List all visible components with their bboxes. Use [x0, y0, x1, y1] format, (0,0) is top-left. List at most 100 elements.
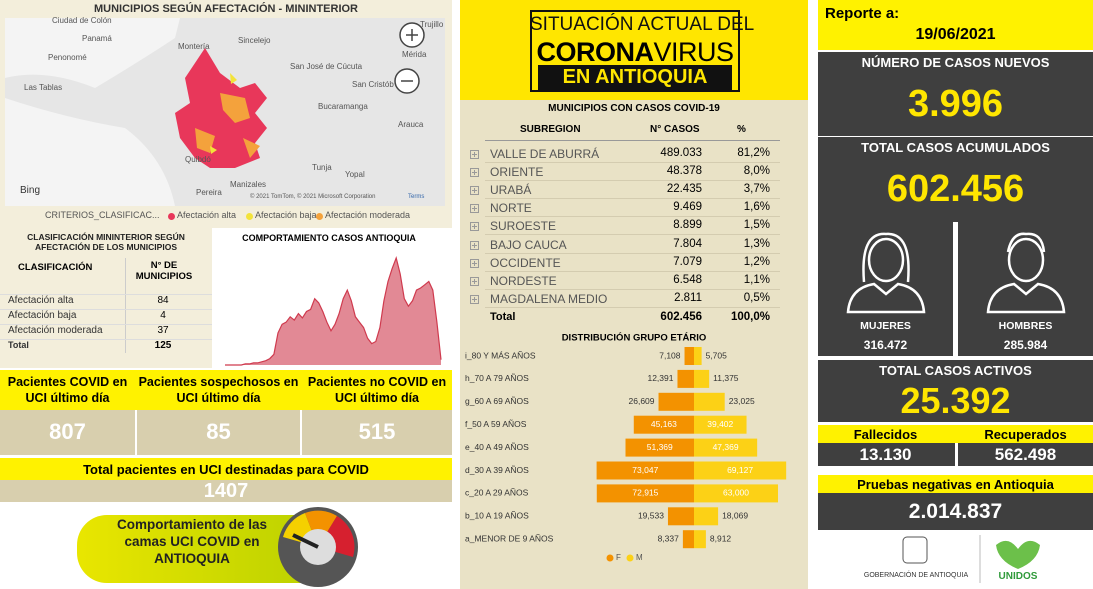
expand-button[interactable]: [470, 168, 479, 178]
report-label: Reporte a:: [825, 5, 900, 22]
gauge-seg: [305, 510, 337, 547]
banner-bg: [77, 515, 337, 583]
gender-value: 316.472: [863, 338, 908, 352]
bar: [694, 507, 719, 526]
table-cell: 37: [157, 325, 169, 336]
banner-text: Comportamiento de las: [117, 517, 267, 532]
place-label: Tunja: [312, 163, 332, 172]
uci-sep: [135, 410, 137, 455]
legend-dot: [246, 213, 253, 220]
pct: 1,5%: [743, 219, 770, 232]
bar: [694, 347, 702, 365]
table-cell: Afectación alta: [8, 295, 74, 306]
uci-label: Pacientes no COVID en UCI último día: [307, 375, 447, 405]
uci-total-band: [0, 458, 452, 480]
expand-button[interactable]: [470, 294, 479, 304]
bar: [694, 392, 725, 411]
table-row-line: [0, 309, 212, 310]
place-label: Bucaramanga: [318, 102, 368, 111]
header-line2: CORONAVIRUS: [530, 37, 740, 68]
bar: [694, 415, 747, 434]
table-panel: [0, 228, 212, 368]
outcome-band: [818, 425, 1093, 443]
place-label: Montería: [178, 42, 210, 51]
cases: 489.033: [660, 147, 702, 159]
legend-label: F: [616, 553, 621, 562]
table-row-line: [0, 324, 212, 325]
table-cell: 125: [154, 340, 172, 351]
subregion: NORTE: [490, 201, 532, 216]
icon-body: [846, 282, 926, 314]
uci-total-bg: [0, 480, 452, 502]
pyramid-chart: DISTRIBUCIÓN GRUPO ETÁRIO i_80 Y MÁS AÑOS…: [465, 332, 787, 562]
table-title: MUNICIPIOS CON CASOS COVID-19: [548, 103, 720, 114]
place-label: Trujillo: [420, 20, 444, 29]
row-line: [485, 180, 780, 182]
expand-button[interactable]: [470, 258, 479, 268]
uci-total-value: 1407: [203, 479, 249, 502]
expand-button[interactable]: [470, 222, 479, 232]
report-band: [818, 0, 1093, 50]
bar: [694, 438, 758, 457]
map: [5, 18, 445, 206]
cases: 8.899: [673, 219, 702, 232]
pct: 81,2%: [737, 147, 770, 159]
pct: 1,3%: [743, 237, 770, 250]
bar: [694, 530, 706, 549]
y-tick-label: a_MENOR DE 9 AÑOS: [465, 533, 554, 543]
table-header: N° DE MUNICIPIOS: [135, 260, 193, 282]
uci-banner: Comportamiento de las camas UCI COVID en A…: [77, 507, 358, 587]
value-label: 23,025: [729, 396, 755, 406]
header-line3: EN ANTIOQUIA: [562, 66, 708, 88]
gender-box: [818, 222, 953, 356]
y-tick-label: b_10 A 19 AÑOS: [465, 511, 529, 521]
pct: 8,0%: [743, 165, 770, 178]
value-label: 7,108: [659, 350, 681, 360]
row-line: [485, 270, 780, 272]
bar: [677, 369, 694, 388]
value-label: 8,912: [710, 533, 732, 543]
table-title: CLASIFICACIÓN MININTERIOR SEGÚN AFECTACI…: [27, 232, 185, 252]
uci-value-band: [0, 410, 452, 455]
value-label: 19,533: [638, 511, 664, 521]
negative-band: [818, 475, 1093, 493]
value-label: 73,047: [632, 465, 658, 475]
gender-box: [958, 222, 1093, 356]
table-header: CLASIFICACIÓN: [18, 262, 93, 273]
map-brand: Bing: [20, 185, 41, 196]
table-row-line: [0, 294, 212, 295]
cases: 6.548: [673, 273, 702, 286]
value-label: 12,391: [647, 373, 673, 383]
expand-button[interactable]: [470, 150, 479, 159]
y-tick-label: i_80 Y MÁS AÑOS: [465, 350, 536, 360]
report-date: 19/06/2021: [915, 26, 996, 43]
y-tick-label: h_70 A 79 AÑOS: [465, 373, 529, 383]
table-cell: 4: [160, 310, 166, 321]
expand-button[interactable]: [470, 276, 479, 286]
header-corona: CORONA: [536, 37, 654, 67]
legend-dot: [168, 213, 175, 220]
table-header: SUBREGION: [520, 124, 581, 135]
uci-label: Pacientes sospechosos en UCI último día: [138, 375, 299, 405]
bar: [633, 415, 694, 434]
header-line1: SITUACIÓN ACTUAL DEL: [530, 14, 755, 35]
expand-button[interactable]: [470, 204, 479, 214]
y-tick-label: g_60 A 69 AÑOS: [465, 396, 529, 406]
place-label: Manizales: [230, 180, 267, 189]
table-cell: Afectación baja: [8, 310, 77, 321]
table-divider: [125, 258, 126, 353]
value-label: 69,127: [727, 465, 753, 475]
y-tick-label: c_20 A 29 AÑOS: [465, 488, 529, 498]
icon-head: [867, 237, 905, 283]
total-label: Total: [490, 310, 516, 323]
place-label: Pereira: [196, 188, 222, 197]
uci-value: 85: [206, 419, 231, 444]
outcome-value: 13.130: [859, 444, 912, 464]
negative-label: Pruebas negativas en Antioquia: [857, 476, 1054, 492]
cases: 22.435: [666, 183, 702, 196]
map-region: [210, 73, 237, 154]
expand-button[interactable]: [470, 240, 479, 250]
row-line: [485, 162, 780, 163]
expand-button[interactable]: [470, 186, 479, 196]
